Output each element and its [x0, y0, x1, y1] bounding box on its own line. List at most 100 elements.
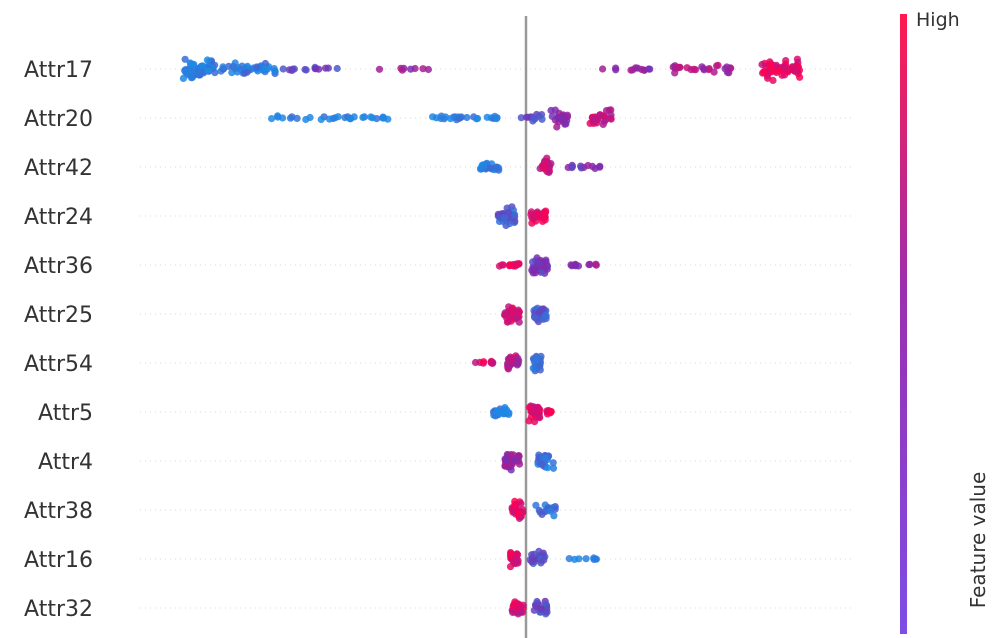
data-point — [523, 113, 531, 121]
data-point — [517, 500, 525, 508]
series-Attr36 — [495, 254, 600, 277]
feature-label: Attr20 — [24, 107, 93, 132]
data-point — [607, 106, 615, 114]
data-point — [505, 409, 513, 417]
data-point — [531, 313, 539, 321]
feature-label: Attr17 — [24, 58, 93, 83]
data-point — [501, 404, 509, 412]
data-point — [586, 260, 594, 268]
data-point — [543, 608, 551, 616]
feature-label: Attr32 — [24, 597, 93, 622]
data-point — [553, 123, 561, 131]
data-point — [537, 268, 545, 276]
data-point — [322, 64, 330, 72]
colorbar-high-label: High — [916, 9, 960, 31]
data-point — [515, 604, 523, 613]
series-Attr42 — [477, 154, 604, 176]
data-point — [528, 558, 536, 566]
data-point — [710, 68, 718, 76]
data-point — [721, 65, 729, 73]
data-point — [514, 354, 522, 363]
feature-label: Attr24 — [24, 205, 93, 230]
colorbar-gradient — [900, 14, 907, 634]
data-point — [243, 68, 251, 76]
data-point — [592, 261, 600, 269]
data-point — [474, 114, 482, 123]
data-point — [506, 551, 515, 560]
data-point — [293, 114, 301, 122]
data-point — [599, 120, 607, 128]
data-point — [463, 113, 471, 122]
data-point — [528, 266, 536, 274]
data-point — [517, 114, 525, 122]
data-point — [486, 164, 495, 172]
data-point — [530, 114, 538, 122]
data-point — [537, 460, 545, 468]
series-Attr25 — [501, 303, 550, 326]
data-point — [511, 497, 519, 505]
data-point — [531, 213, 539, 221]
series-Attr5 — [489, 402, 555, 426]
data-point — [268, 115, 276, 123]
data-point — [549, 464, 558, 472]
feature-label: Attr25 — [24, 303, 93, 328]
data-point — [549, 459, 557, 467]
data-point — [333, 64, 341, 73]
data-point — [270, 65, 278, 73]
series-Attr24 — [494, 203, 550, 230]
data-point — [483, 113, 491, 121]
data-point — [563, 111, 572, 119]
data-point — [231, 65, 239, 73]
data-point — [540, 556, 548, 564]
series-Attr16 — [506, 547, 601, 571]
data-point — [536, 362, 544, 370]
data-point — [572, 262, 580, 270]
data-point — [540, 165, 548, 173]
series-Attr20 — [268, 106, 615, 131]
data-point — [769, 76, 777, 84]
data-point — [584, 161, 592, 170]
data-point — [599, 65, 607, 73]
data-point — [539, 549, 547, 557]
data-point — [544, 464, 552, 472]
data-point — [548, 112, 556, 120]
data-point — [189, 61, 197, 69]
data-point — [543, 154, 551, 162]
data-point — [515, 460, 524, 468]
data-point — [375, 65, 384, 73]
data-point — [510, 601, 518, 609]
data-point — [535, 412, 543, 420]
data-point — [535, 261, 543, 269]
data-point — [600, 112, 608, 120]
data-point — [796, 73, 804, 81]
data-point — [714, 61, 722, 69]
data-point — [538, 115, 546, 123]
data-point — [505, 356, 513, 364]
data-point — [509, 608, 517, 617]
data-point — [528, 551, 536, 559]
data-point — [586, 119, 594, 127]
data-point — [775, 67, 783, 75]
data-point — [543, 265, 551, 273]
data-point — [515, 260, 523, 268]
data-point — [274, 113, 282, 121]
data-point — [419, 65, 427, 73]
data-point — [500, 214, 509, 222]
data-point — [758, 60, 766, 69]
data-point — [456, 114, 464, 122]
data-point — [502, 221, 510, 230]
data-point — [612, 66, 620, 74]
data-point — [493, 408, 501, 416]
data-point — [525, 417, 533, 425]
data-point — [315, 65, 323, 73]
data-point — [565, 555, 573, 563]
series-Attr32 — [508, 597, 551, 618]
data-point — [181, 55, 189, 63]
data-point — [542, 600, 550, 608]
data-point — [512, 504, 520, 512]
data-point — [547, 106, 555, 115]
feature-label: Attr54 — [24, 352, 93, 377]
data-point — [538, 305, 546, 313]
data-point — [769, 67, 777, 75]
series-Attr54 — [471, 352, 545, 375]
